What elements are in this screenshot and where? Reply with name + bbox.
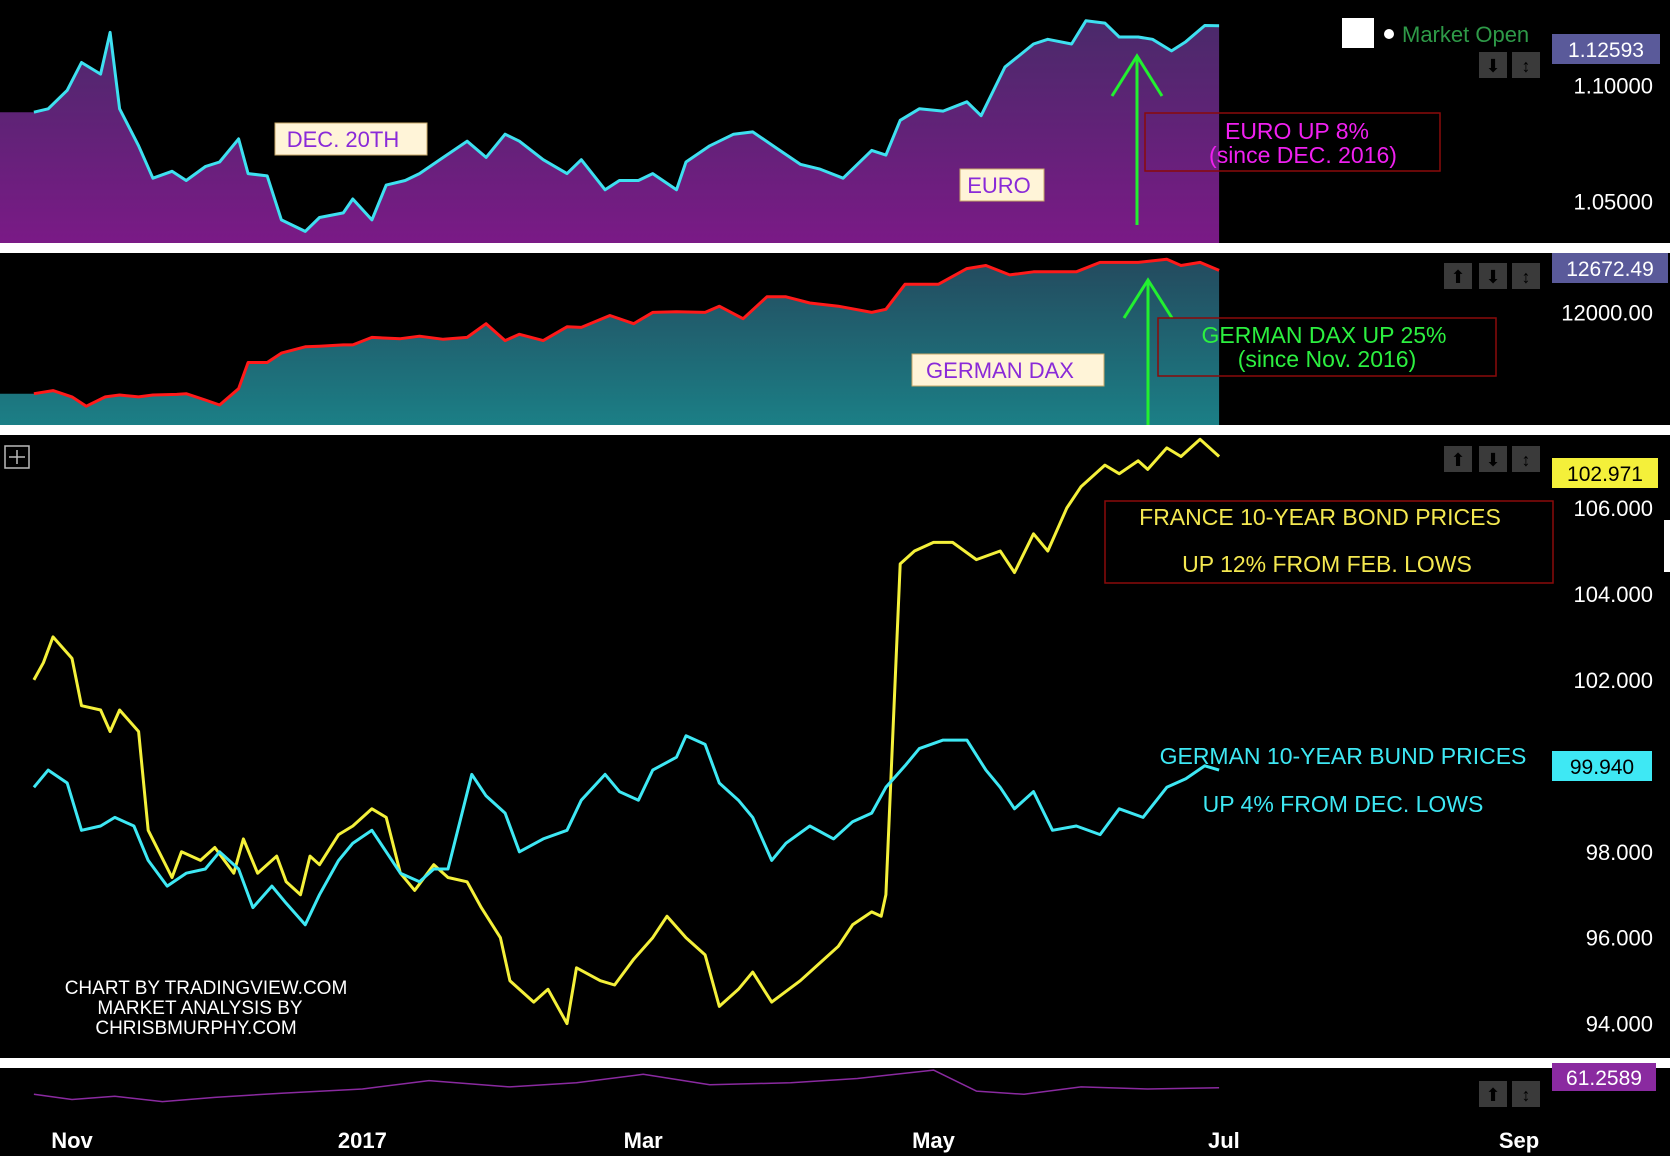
svg-text:CHRISBMURPHY.COM: CHRISBMURPHY.COM	[95, 1018, 296, 1039]
time-axis: Nov 2017 Mar May Jul Sep	[0, 1114, 1670, 1156]
euro-y-tick-label: 1.10000	[1573, 74, 1653, 99]
svg-text:↕: ↕	[1522, 267, 1531, 287]
oscillator-last-value-badge: 61.2589	[1552, 1063, 1656, 1091]
euro-series-label: EURO	[959, 168, 1045, 202]
svg-text:⬇: ⬇	[1485, 267, 1500, 287]
x-tick-label: 2017	[338, 1128, 387, 1153]
x-tick-label: Jul	[1208, 1128, 1240, 1153]
oscillator-series-line	[33, 1069, 1220, 1103]
maximize-panel-icon[interactable]: ↕	[1512, 52, 1540, 78]
svg-text:(since Nov. 2016): (since Nov. 2016)	[1238, 346, 1417, 372]
svg-text:UP 4% FROM DEC. LOWS: UP 4% FROM DEC. LOWS	[1203, 791, 1484, 817]
svg-text:EURO: EURO	[967, 173, 1031, 198]
bund-last-value-badge: 99.940	[1552, 751, 1652, 781]
move-up-icon[interactable]: ⬆	[1479, 1081, 1507, 1107]
german-bund-series-line	[32, 734, 1220, 927]
euro-series-line	[33, 19, 1220, 233]
panel-divider	[0, 243, 1670, 253]
svg-text:⬆: ⬆	[1485, 1085, 1500, 1105]
france-last-value-badge: 102.971	[1552, 458, 1658, 488]
svg-text:⬇: ⬇	[1485, 56, 1500, 76]
euro-up-annotation: EURO UP 8% (since DEC. 2016)	[1144, 112, 1441, 172]
maximize-panel-icon[interactable]: ↕	[1512, 263, 1540, 289]
dax-panel: 12000.00 12672.49 ⬆ ⬇ ↕ GERMAN DAX GERMA…	[0, 253, 1668, 425]
bond-y-tick-label: 104.000	[1573, 582, 1653, 607]
svg-text:↕: ↕	[1522, 450, 1531, 470]
scroll-handle[interactable]	[1664, 520, 1670, 572]
svg-text:FRANCE 10-YEAR BOND PRICES: FRANCE 10-YEAR BOND PRICES	[1139, 504, 1501, 530]
dax-series-line	[33, 257, 1220, 408]
move-down-icon[interactable]: ⬇	[1479, 446, 1507, 472]
move-up-icon[interactable]: ⬆	[1444, 446, 1472, 472]
bond-y-tick-label: 98.000	[1586, 840, 1653, 865]
dax-last-value-badge: 12672.49	[1552, 253, 1668, 283]
x-tick-label: Mar	[624, 1128, 664, 1153]
dax-up-arrow-icon	[1122, 277, 1174, 425]
oscillator-last-value: 61.2589	[1566, 1067, 1642, 1090]
panel-divider	[0, 1058, 1670, 1068]
market-open-status: Market Open	[1402, 22, 1529, 47]
x-tick-label: Nov	[51, 1128, 93, 1153]
svg-text:MARKET ANALYSIS BY: MARKET ANALYSIS BY	[97, 998, 303, 1019]
time-axis-background	[0, 1114, 1670, 1156]
chart-credit: CHART BY TRADINGVIEW.COM MARKET ANALYSIS…	[65, 978, 348, 1039]
euro-y-tick-label: 1.05000	[1573, 189, 1653, 214]
svg-text:CHART BY TRADINGVIEW.COM: CHART BY TRADINGVIEW.COM	[65, 978, 348, 999]
status-dot-icon	[1384, 29, 1394, 39]
maximize-panel-icon[interactable]: ↕	[1512, 1081, 1540, 1107]
dax-series-label: GERMAN DAX	[911, 353, 1105, 387]
euro-up-arrow-icon	[1110, 53, 1164, 225]
bond-y-tick-label: 106.000	[1573, 496, 1653, 521]
dax-y-tick-label: 12000.00	[1561, 300, 1653, 325]
bond-y-tick-label: 96.000	[1586, 926, 1653, 951]
svg-text:GERMAN 10-YEAR BUND PRICES: GERMAN 10-YEAR BUND PRICES	[1160, 743, 1527, 769]
dax-last-value: 12672.49	[1566, 258, 1654, 281]
bond-y-tick-label: 94.000	[1586, 1012, 1653, 1037]
svg-text:UP 12% FROM FEB. LOWS: UP 12% FROM FEB. LOWS	[1182, 551, 1472, 577]
x-tick-label: May	[912, 1128, 956, 1153]
svg-text:⬆: ⬆	[1450, 450, 1465, 470]
add-indicator-icon[interactable]	[4, 445, 30, 469]
euro-panel: 1.10000 1.05000 1.12593 Market Open ⬇ ↕ D…	[0, 18, 1660, 243]
euro-area-fill	[0, 20, 1220, 243]
move-down-icon[interactable]: ⬇	[1479, 52, 1507, 78]
euro-last-value: 1.12593	[1568, 39, 1644, 62]
dax-up-annotation: GERMAN DAX UP 25% (since Nov. 2016)	[1157, 317, 1497, 377]
move-up-icon[interactable]: ⬆	[1444, 263, 1472, 289]
maximize-panel-icon[interactable]: ↕	[1512, 446, 1540, 472]
move-down-icon[interactable]: ⬇	[1479, 263, 1507, 289]
dec20-label: DEC. 20TH	[274, 122, 428, 156]
oscillator-panel: 61.2589 ⬆ ↕	[33, 1063, 1656, 1107]
svg-text:GERMAN DAX: GERMAN DAX	[926, 358, 1074, 383]
panel-divider	[0, 425, 1670, 435]
german-bund-annotation: GERMAN 10-YEAR BUND PRICES UP 4% FROM DE…	[1160, 743, 1527, 817]
svg-text:⬆: ⬆	[1450, 267, 1465, 287]
france-bond-annotation: FRANCE 10-YEAR BOND PRICES UP 12% FROM F…	[1104, 500, 1554, 584]
bund-last-value: 99.940	[1570, 756, 1634, 779]
status-square	[1342, 18, 1374, 48]
bond-y-tick-label: 102.000	[1573, 668, 1653, 693]
svg-text:EURO UP 8%: EURO UP 8%	[1225, 118, 1369, 144]
svg-text:(since DEC. 2016): (since DEC. 2016)	[1209, 142, 1397, 168]
svg-text:↕: ↕	[1522, 56, 1531, 76]
svg-text:GERMAN DAX UP 25%: GERMAN DAX UP 25%	[1202, 322, 1447, 348]
france-bond-series-line	[32, 437, 1221, 1026]
france-last-value: 102.971	[1567, 463, 1643, 486]
x-tick-label: Sep	[1499, 1128, 1539, 1153]
bond-panel: 106.000104.000102.00098.00096.00094.000 …	[4, 437, 1670, 1039]
euro-last-value-badge: 1.12593	[1552, 34, 1660, 64]
svg-text:↕: ↕	[1522, 1085, 1531, 1105]
svg-text:⬇: ⬇	[1485, 450, 1500, 470]
svg-text:DEC. 20TH: DEC. 20TH	[287, 127, 399, 152]
